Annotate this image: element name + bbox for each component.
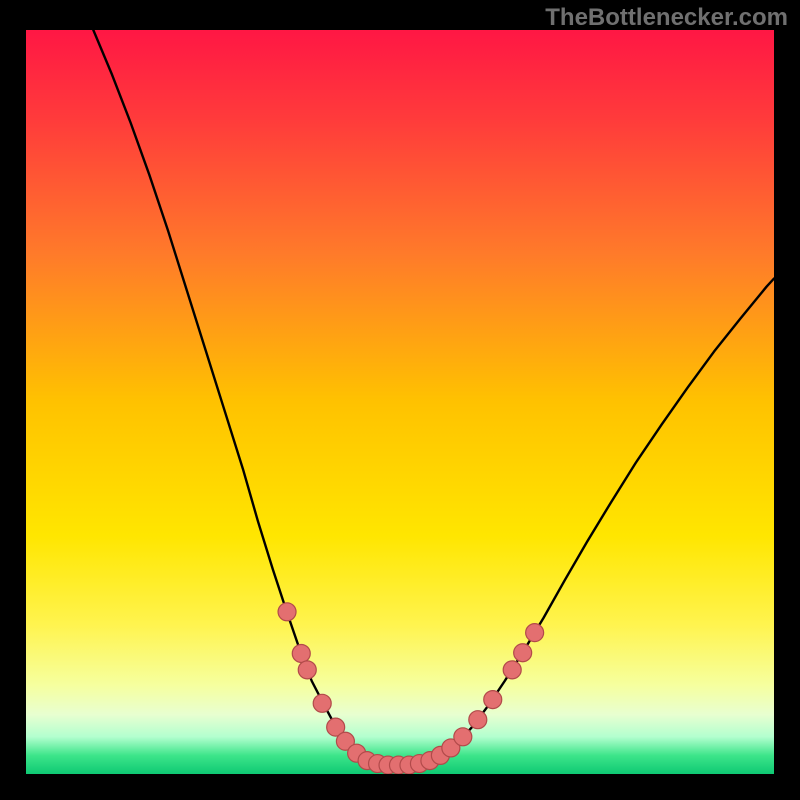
data-marker [454, 728, 472, 746]
plot-area [26, 30, 774, 774]
data-marker [313, 694, 331, 712]
plot-svg [26, 30, 774, 774]
data-marker [278, 603, 296, 621]
data-marker [514, 644, 532, 662]
chart-container: TheBottlenecker.com [0, 0, 800, 800]
data-marker [298, 661, 316, 679]
data-marker [526, 624, 544, 642]
data-marker [484, 691, 502, 709]
data-marker [503, 661, 521, 679]
watermark-text: TheBottlenecker.com [545, 4, 788, 32]
data-marker [469, 711, 487, 729]
data-marker [292, 644, 310, 662]
